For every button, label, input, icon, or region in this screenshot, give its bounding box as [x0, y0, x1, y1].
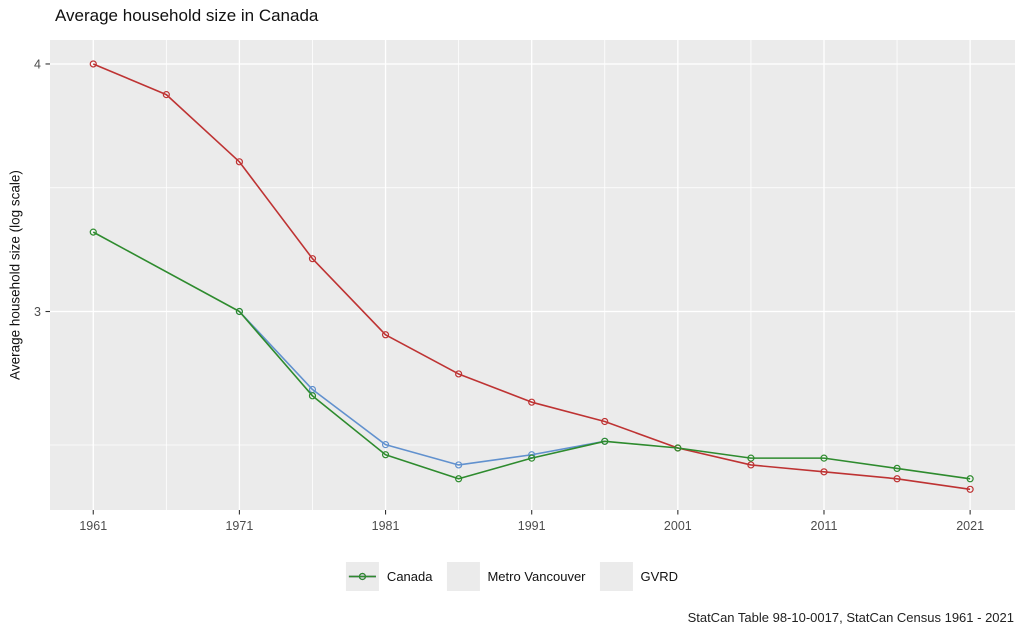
- series-line-metro_vancouver: [238, 310, 605, 466]
- data-point-gvrd: [381, 451, 390, 459]
- data-point-gvrd: [528, 454, 536, 462]
- data-point-gvrd: [308, 392, 317, 400]
- data-point-canada: [235, 158, 244, 166]
- data-point-gvrd: [89, 228, 97, 236]
- data-point-canada: [89, 60, 97, 68]
- data-point-canada: [747, 461, 755, 469]
- series-line-canada: [92, 63, 971, 491]
- data-point-canada: [162, 91, 170, 99]
- data-point-gvrd: [820, 454, 828, 462]
- data-point-canada: [820, 468, 828, 476]
- legend-item-gvrd: GVRD: [348, 562, 679, 591]
- data-point-canada: [381, 331, 390, 339]
- legend-label: Canada: [386, 569, 433, 584]
- legend-key-glyph: [348, 572, 376, 581]
- data-point-gvrd: [601, 437, 609, 445]
- x-tick-label: 1961: [79, 519, 107, 533]
- data-point-canada: [893, 475, 901, 483]
- data-point-gvrd: [747, 454, 755, 462]
- series-line-gvrd: [92, 231, 971, 480]
- x-tick-label: 2001: [664, 519, 692, 533]
- x-tick-label: 1991: [518, 519, 546, 533]
- data-point-gvrd: [966, 475, 974, 483]
- legend-label: Metro Vancouver: [487, 569, 586, 584]
- legend: Canada Metro Vancouver GVRD: [345, 562, 679, 591]
- chart-title: Average household size in Canada: [55, 6, 319, 25]
- data-point-canada: [528, 398, 536, 406]
- x-tick-label: 2021: [956, 519, 984, 533]
- legend-key-metro_vancouver: [348, 562, 480, 591]
- x-tick-label: 2011: [811, 519, 838, 533]
- data-point-metro_vancouver: [381, 441, 390, 449]
- panel-background: [50, 40, 1015, 510]
- y-axis-title: Average household size (log scale): [7, 170, 23, 380]
- data-point-canada: [966, 485, 974, 493]
- data-point-gvrd: [893, 464, 901, 472]
- y-tick-label: 3: [34, 305, 41, 319]
- legend-key-gvrd: [348, 562, 633, 591]
- data-point-gvrd: [455, 475, 463, 483]
- data-point-gvrd: [235, 307, 244, 316]
- data-point-canada: [308, 255, 317, 263]
- data-point-metro_vancouver: [455, 461, 463, 469]
- x-tick-label: 1971: [225, 519, 253, 533]
- x-tick-label: 1981: [372, 519, 400, 533]
- legend-label: GVRD: [640, 569, 679, 584]
- y-tick-label: 4: [34, 57, 41, 71]
- data-point-canada: [601, 417, 609, 426]
- data-point-canada: [455, 370, 463, 378]
- legend-item-metro_vancouver: Metro Vancouver: [348, 562, 586, 591]
- chart-caption: StatCan Table 98-10-0017, StatCan Census…: [687, 610, 1014, 625]
- data-point-gvrd: [674, 444, 682, 452]
